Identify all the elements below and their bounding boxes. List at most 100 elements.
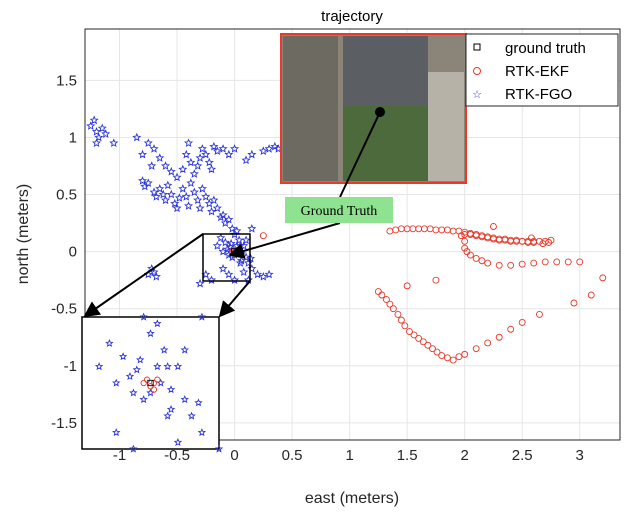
fgo-point — [224, 214, 234, 224]
fgo-point — [186, 157, 196, 167]
fgo-point — [137, 149, 148, 159]
fgo-point — [112, 378, 121, 387]
axes-box — [84, 28, 621, 441]
ekf-point — [599, 274, 607, 282]
legend: ground truth RTK-EKF ☆ RTK-FGO — [465, 33, 619, 107]
ekf-point — [449, 356, 457, 364]
callout-line-photo — [339, 111, 381, 198]
ekf-point — [403, 282, 411, 290]
fgo-point — [207, 275, 217, 285]
fgo-point — [209, 141, 219, 151]
fgo-point — [220, 237, 230, 247]
y-axis-label: north (meters) — [15, 184, 32, 284]
ekf-point — [150, 379, 158, 387]
fgo-point — [155, 184, 165, 193]
x-axis-label: east (meters) — [305, 490, 399, 507]
fgo-point — [201, 149, 211, 159]
fgo-point — [151, 271, 161, 281]
fgo-point — [149, 187, 159, 197]
fgo-point — [180, 395, 189, 404]
fgo-point — [195, 278, 205, 288]
fgo-point — [129, 388, 138, 397]
fgo-point — [172, 172, 182, 182]
ekf-point — [478, 257, 486, 265]
fgo-point — [181, 192, 191, 201]
fgo-point — [218, 210, 228, 219]
ekf-point — [495, 261, 503, 269]
fgo-point — [166, 404, 176, 413]
ekf-point — [424, 341, 432, 349]
ekf-point — [419, 338, 427, 346]
photo-trees — [343, 106, 428, 181]
fgo-point — [232, 226, 242, 235]
fgo-point — [173, 362, 183, 371]
x-tick-label: 0 — [230, 447, 238, 464]
ekf-point — [536, 310, 543, 318]
fgo-point — [247, 149, 257, 159]
legend-box — [465, 33, 619, 107]
zoom-inset-points — [94, 312, 224, 453]
fgo-point — [155, 153, 165, 162]
fgo-point — [112, 428, 121, 437]
fgo-point — [201, 192, 211, 201]
fgo-point — [216, 233, 226, 242]
fgo-point — [207, 164, 217, 174]
fgo-point — [132, 365, 141, 374]
x-tick-label: 2 — [461, 447, 469, 464]
fgo-point — [241, 155, 251, 165]
callout-label: Ground Truth — [301, 204, 378, 219]
fgo-point — [160, 195, 171, 205]
ekf-point — [455, 353, 463, 361]
x-tick-label: -0.5 — [164, 447, 190, 464]
y-tick-label: 0.5 — [56, 187, 77, 204]
fgo-point — [146, 329, 155, 338]
fgo-point — [212, 203, 222, 213]
ekf-point — [397, 225, 405, 233]
ekf-point — [259, 232, 267, 240]
fgo-point — [86, 121, 96, 130]
zoom-source-box — [202, 233, 251, 282]
photo-building-right — [428, 72, 464, 181]
legend-marker-rtk-fgo: ☆ — [472, 89, 482, 101]
ekf-point — [394, 310, 402, 318]
ekf-point — [443, 226, 451, 234]
ekf-point — [449, 227, 457, 235]
fgo-point — [264, 269, 274, 279]
ekf-point — [140, 379, 147, 387]
photo-building-center — [343, 36, 428, 106]
fgo-point — [247, 263, 257, 273]
fgo-point — [163, 411, 172, 420]
fgo-point — [216, 212, 226, 222]
y-tick-label: 0 — [69, 244, 77, 261]
ekf-point — [570, 299, 578, 307]
ekf-point — [415, 225, 423, 233]
ekf-point — [433, 348, 441, 356]
fgo-point — [140, 181, 150, 191]
axis-ticks: -1 -0.5 0 0.5 1 1.5 2 2.5 3 -1.5 -1 -0.5 0 0.5 1 1.5 — [51, 72, 584, 464]
ekf-point — [415, 334, 423, 342]
fgo-point — [143, 138, 153, 148]
fgo-point — [94, 132, 104, 142]
legend-label-rtk-fgo: RTK-FGO — [505, 86, 572, 103]
legend-label-rtk-ekf: RTK-EKF — [505, 63, 569, 80]
fgo-point — [197, 144, 207, 153]
ekf-point — [410, 331, 418, 339]
fgo-point — [89, 115, 99, 125]
fgo-point — [239, 267, 249, 277]
fgo-point — [218, 263, 228, 273]
x-tick-label: 2.5 — [512, 447, 533, 464]
chart-title: trajectory — [321, 8, 383, 25]
ekf-point — [438, 226, 446, 234]
fgo-point — [197, 428, 207, 437]
ground-truth-point — [147, 379, 154, 387]
ekf-point — [463, 248, 471, 256]
fgo-point — [197, 184, 207, 193]
fgo-point — [166, 189, 176, 199]
zoom-arrow-left — [83, 233, 204, 318]
ekf-point — [495, 333, 503, 341]
fgo-point — [247, 224, 257, 233]
ekf-point — [378, 291, 386, 299]
ekf-point — [406, 328, 413, 335]
fgo-point — [193, 161, 203, 170]
ekf-point — [386, 227, 394, 235]
